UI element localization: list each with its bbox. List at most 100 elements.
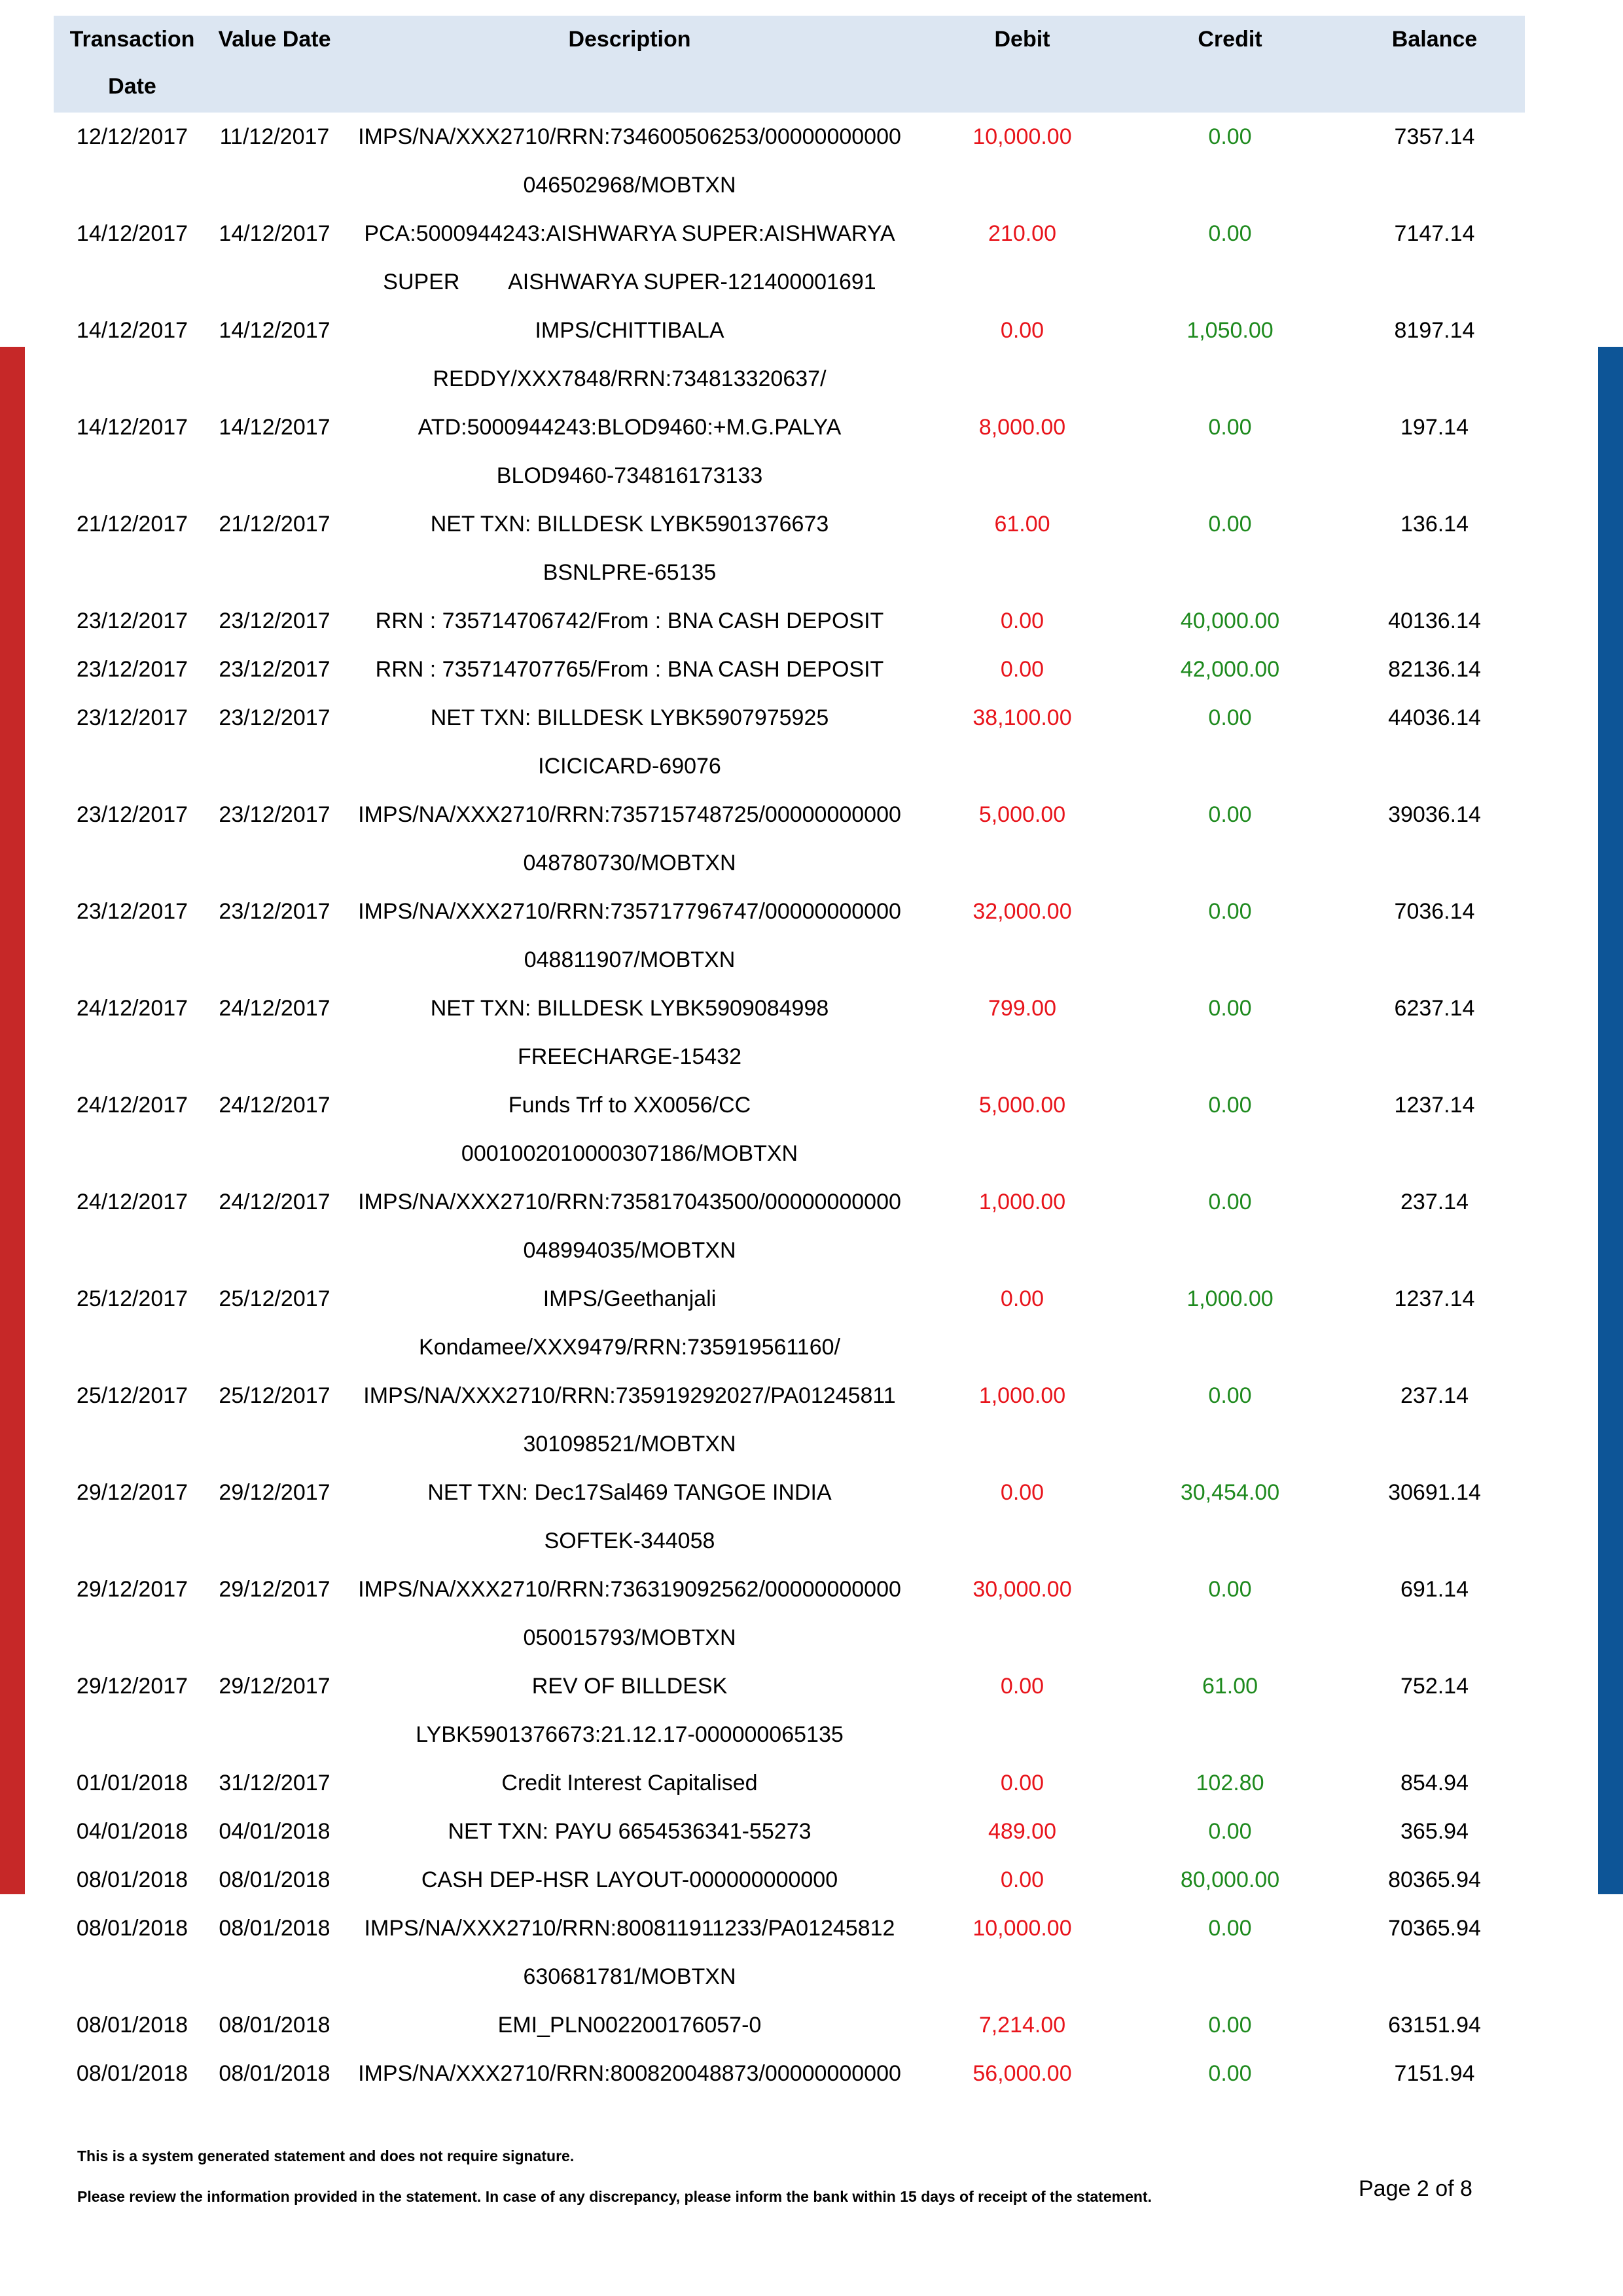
description-line: NET TXN: BILLDESK LYBK5909084998 bbox=[430, 996, 829, 1021]
description-line: LYBK5901376673:21.12.17-000000065135 bbox=[416, 1722, 844, 1747]
balance-amount: 136.14 bbox=[1400, 512, 1469, 537]
balance-amount: 80365.94 bbox=[1388, 1867, 1481, 1892]
table-row: 24/12/2017 24/12/2017 NET TXN: BILLDESK LY… bbox=[54, 984, 1525, 1081]
table-row: 14/12/2017 14/12/2017 PCA:5000944243:AISHW… bbox=[54, 209, 1525, 306]
debit-amount: 10,000.00 bbox=[972, 124, 1072, 149]
description-line: 046502968/MOBTXN bbox=[523, 173, 736, 198]
table-row: 21/12/2017 21/12/2017 NET TXN: BILLDESK LY… bbox=[54, 500, 1525, 597]
balance-amount: 197.14 bbox=[1400, 415, 1469, 440]
transaction-date: 23/12/2017 bbox=[76, 609, 188, 633]
description-line: IMPS/NA/XXX2710/RRN:735717796747/0000000… bbox=[358, 899, 901, 924]
value-date: 08/01/2018 bbox=[219, 1867, 330, 1892]
value-date: 29/12/2017 bbox=[219, 1480, 330, 1505]
description: PCA:5000944243:AISHWARYA SUPER:AISHWARYA… bbox=[338, 209, 921, 306]
value-date: 29/12/2017 bbox=[219, 1674, 330, 1699]
table-row: 23/12/2017 23/12/2017 RRN : 735714706742/F… bbox=[54, 597, 1525, 645]
right-accent-bar bbox=[1598, 347, 1623, 1894]
credit-amount: 0.00 bbox=[1208, 802, 1252, 827]
description-line: FREECHARGE-15432 bbox=[517, 1044, 741, 1069]
header-value-date: Value Date bbox=[218, 27, 331, 52]
description-line: IMPS/NA/XXX2710/RRN:735715748725/0000000… bbox=[358, 802, 901, 827]
description-line: 048994035/MOBTXN bbox=[523, 1238, 736, 1263]
description-line: IMPS/NA/XXX2710/RRN:800811911233/PA01245… bbox=[364, 1916, 895, 1941]
description: ATD:5000944243:BLOD9460:+M.G.PALYA BLOD94… bbox=[338, 403, 921, 500]
description: NET TXN: Dec17Sal469 TANGOE INDIA SOFTEK-… bbox=[338, 1468, 921, 1565]
description-line: SUPER AISHWARYA SUPER-121400001691 bbox=[383, 270, 876, 294]
header-balance: Balance bbox=[1391, 27, 1478, 52]
description-line: 630681781/MOBTXN bbox=[523, 1964, 736, 1989]
header-debit: Debit bbox=[994, 27, 1050, 52]
transaction-date: 21/12/2017 bbox=[76, 512, 188, 537]
description-line: IMPS/CHITTIBALA bbox=[535, 318, 724, 343]
description-line: 048811907/MOBTXN bbox=[524, 947, 736, 972]
credit-amount: 0.00 bbox=[1208, 705, 1252, 730]
value-date: 14/12/2017 bbox=[219, 415, 330, 440]
credit-amount: 0.00 bbox=[1208, 1916, 1252, 1941]
description-line: NET TXN: BILLDESK LYBK5901376673 bbox=[430, 512, 829, 537]
credit-amount: 0.00 bbox=[1208, 415, 1252, 440]
description: IMPS/NA/XXX2710/RRN:736319092562/0000000… bbox=[338, 1565, 921, 1662]
credit-amount: 40,000.00 bbox=[1180, 609, 1280, 633]
value-date: 04/01/2018 bbox=[219, 1819, 330, 1844]
description: IMPS/NA/XXX2710/RRN:735817043500/0000000… bbox=[338, 1178, 921, 1275]
transaction-date: 23/12/2017 bbox=[76, 802, 188, 827]
description-line: Kondamee/XXX9479/RRN:735919561160/ bbox=[419, 1335, 840, 1360]
balance-amount: 237.14 bbox=[1400, 1190, 1469, 1214]
balance-amount: 40136.14 bbox=[1388, 609, 1481, 633]
debit-amount: 7,214.00 bbox=[978, 2013, 1066, 2038]
debit-amount: 210.00 bbox=[988, 221, 1056, 246]
statement-table: Transaction Date Value Date Description … bbox=[54, 16, 1525, 2098]
table-row: 04/01/2018 04/01/2018 NET TXN: PAYU 665453… bbox=[54, 1807, 1525, 1856]
transaction-date: 04/01/2018 bbox=[76, 1819, 188, 1844]
credit-amount: 30,454.00 bbox=[1180, 1480, 1280, 1505]
transaction-date: 29/12/2017 bbox=[76, 1674, 188, 1699]
value-date: 23/12/2017 bbox=[219, 899, 330, 924]
debit-amount: 56,000.00 bbox=[972, 2061, 1072, 2086]
transaction-date: 29/12/2017 bbox=[76, 1480, 188, 1505]
transaction-date: 01/01/2018 bbox=[76, 1771, 188, 1795]
balance-amount: 6237.14 bbox=[1394, 996, 1475, 1021]
table-row: 08/01/2018 08/01/2018 EMI_PLN002200176057-… bbox=[54, 2001, 1525, 2049]
credit-amount: 42,000.00 bbox=[1180, 657, 1280, 682]
table-row: 08/01/2018 08/01/2018 CASH DEP-HSR LAYOUT-… bbox=[54, 1856, 1525, 1904]
debit-amount: 0.00 bbox=[1000, 1480, 1044, 1505]
description-line: IMPS/NA/XXX2710/RRN:800820048873/0000000… bbox=[358, 2061, 901, 2086]
table-row: 23/12/2017 23/12/2017 NET TXN: BILLDESK LY… bbox=[54, 694, 1525, 790]
description-line: Funds Trf to XX0056/CC bbox=[508, 1093, 751, 1118]
debit-amount: 489.00 bbox=[988, 1819, 1056, 1844]
debit-amount: 0.00 bbox=[1000, 318, 1044, 343]
debit-amount: 0.00 bbox=[1000, 609, 1044, 633]
debit-amount: 30,000.00 bbox=[972, 1577, 1072, 1602]
table-row: 24/12/2017 24/12/2017 IMPS/NA/XXX2710/RRN:… bbox=[54, 1178, 1525, 1275]
description-line: 301098521/MOBTXN bbox=[523, 1432, 736, 1457]
table-row: 08/01/2018 08/01/2018 IMPS/NA/XXX2710/RRN:… bbox=[54, 2049, 1525, 2098]
description-line: 0001002010000307186/MOBTXN bbox=[461, 1141, 798, 1166]
table-row: 14/12/2017 14/12/2017 ATD:5000944243:BLOD9… bbox=[54, 403, 1525, 500]
value-date: 08/01/2018 bbox=[219, 2061, 330, 2086]
description: RRN : 735714707765/From : BNA CASH DEPOS… bbox=[338, 645, 921, 694]
credit-amount: 0.00 bbox=[1208, 2061, 1252, 2086]
description: IMPS/NA/XXX2710/RRN:735919292027/PA01245… bbox=[338, 1371, 921, 1468]
table-row: 29/12/2017 29/12/2017 NET TXN: Dec17Sal469… bbox=[54, 1468, 1525, 1565]
debit-amount: 5,000.00 bbox=[978, 802, 1066, 827]
transaction-date: 24/12/2017 bbox=[76, 1190, 188, 1214]
value-date: 11/12/2017 bbox=[219, 124, 330, 149]
value-date: 23/12/2017 bbox=[219, 705, 330, 730]
description: IMPS/Geethanjali Kondamee/XXX9479/RRN:735… bbox=[338, 1275, 921, 1371]
table-row: 25/12/2017 25/12/2017 IMPS/Geethanjali Kond… bbox=[54, 1275, 1525, 1371]
description: IMPS/NA/XXX2710/RRN:800811911233/PA01245… bbox=[338, 1904, 921, 2001]
transaction-date: 08/01/2018 bbox=[76, 2061, 188, 2086]
balance-amount: 365.94 bbox=[1400, 1819, 1469, 1844]
header-description: Description bbox=[568, 27, 691, 52]
description-line: CASH DEP-HSR LAYOUT-000000000000 bbox=[421, 1867, 838, 1892]
balance-amount: 691.14 bbox=[1400, 1577, 1469, 1602]
value-date: 14/12/2017 bbox=[219, 318, 330, 343]
credit-amount: 0.00 bbox=[1208, 899, 1252, 924]
balance-amount: 7147.14 bbox=[1394, 221, 1475, 246]
credit-amount: 0.00 bbox=[1208, 1819, 1252, 1844]
debit-amount: 0.00 bbox=[1000, 1867, 1044, 1892]
table-row: 23/12/2017 23/12/2017 RRN : 735714707765/F… bbox=[54, 645, 1525, 694]
value-date: 24/12/2017 bbox=[219, 1190, 330, 1214]
balance-amount: 44036.14 bbox=[1388, 705, 1481, 730]
value-date: 29/12/2017 bbox=[219, 1577, 330, 1602]
